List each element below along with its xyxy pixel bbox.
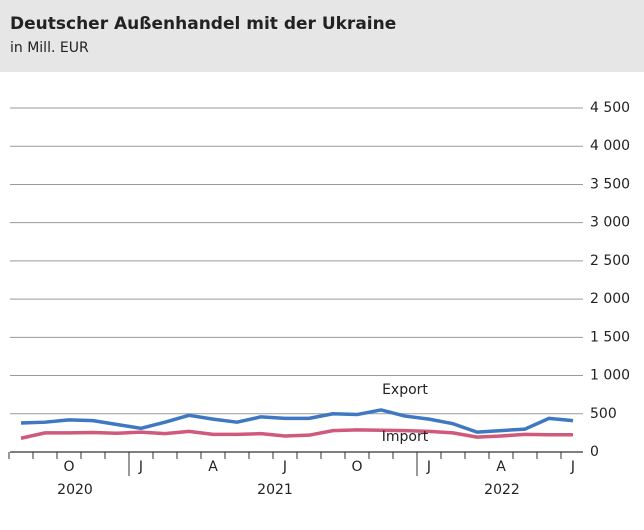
x-tick-label: O: [351, 459, 362, 475]
x-tick-label: J: [282, 459, 287, 475]
x-tick-label: J: [138, 459, 143, 475]
y-tick-label: 3 500: [590, 176, 630, 192]
x-tick-label: A: [208, 459, 218, 475]
y-tick-label: 500: [590, 406, 617, 422]
series-label: Import: [382, 429, 429, 445]
x-tick-label: J: [570, 459, 575, 475]
x-tick-label: O: [63, 459, 74, 475]
header-band: [0, 0, 644, 72]
year-label: 2021: [257, 482, 293, 498]
series-label: Export: [382, 382, 428, 398]
y-tick-label: 4 500: [590, 100, 630, 116]
chart-subtitle: in Mill. EUR: [10, 40, 89, 56]
year-label: 2020: [57, 482, 93, 498]
year-label: 2022: [484, 482, 520, 498]
y-tick-label: 3 000: [590, 215, 630, 231]
y-tick-label: 1 500: [590, 329, 630, 345]
x-tick-label: A: [496, 459, 506, 475]
y-tick-label: 4 000: [590, 138, 630, 154]
y-tick-label: 1 000: [590, 368, 630, 384]
x-tick-label: J: [426, 459, 431, 475]
series-line: [20, 408, 574, 434]
series-line: [20, 428, 573, 440]
y-tick-label: 0: [590, 444, 599, 460]
chart-title: Deutscher Außenhandel mit der Ukraine: [10, 14, 396, 34]
y-tick-label: 2 000: [590, 291, 630, 307]
y-tick-label: 2 500: [590, 253, 630, 269]
